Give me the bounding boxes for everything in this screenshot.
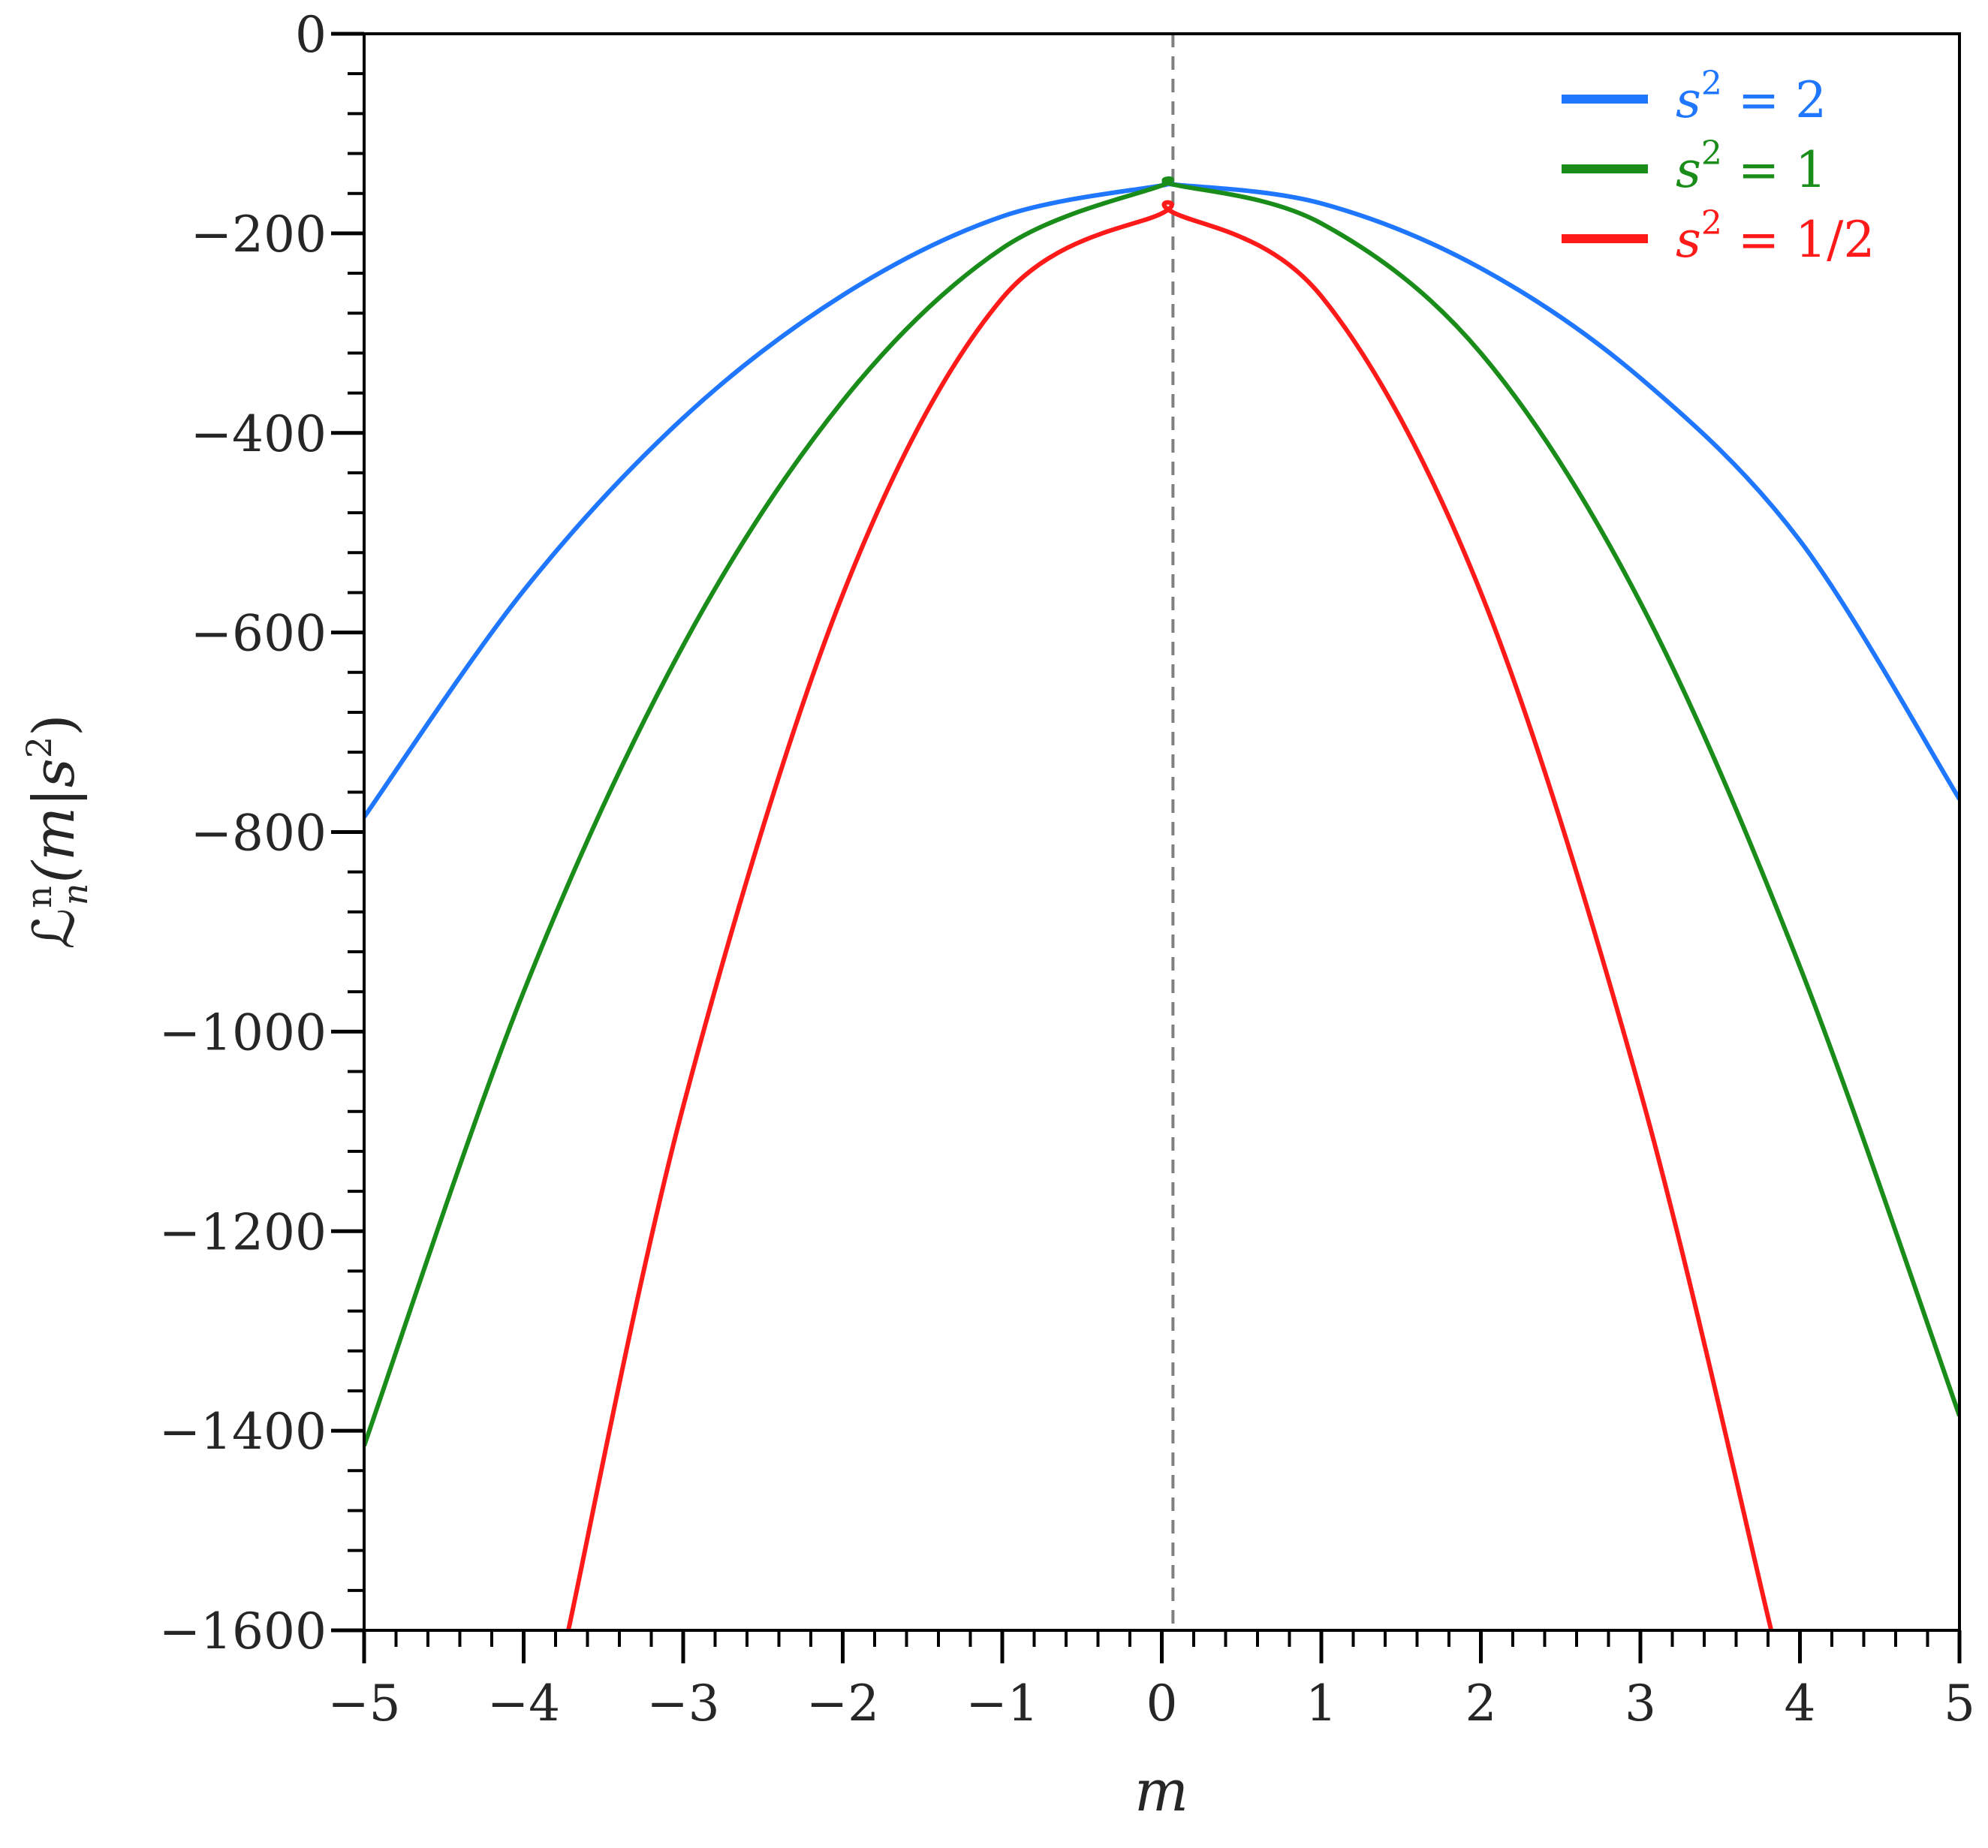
x-tick-label: 3 [1625,1675,1656,1732]
x-tick-label: 2 [1465,1675,1497,1732]
legend: s2 = 2s2 = 1s2 = 1/2 [1562,65,1875,269]
y-tick-label: 0 [295,6,327,64]
x-tick-labels: −5 −4 −3 −2 −1 0 1 2 3 4 5 [327,1675,1975,1732]
y-tick-label: −600 [191,605,327,663]
y-tick-label: −1000 [159,1004,327,1061]
major-ticks [331,32,1962,1663]
y-tick-label: −1600 [159,1603,327,1660]
y-tick-label: −800 [191,805,327,862]
y-axis-title-sub: n [55,883,95,906]
y-tick-labels: 0 −200 −400 −600 −800 −1000 −1200 −1400 −1600 [159,6,327,1660]
legend-label: s2 = 2 [1676,65,1827,129]
plot-frame [363,32,1961,1632]
x-tick-label: 5 [1944,1675,1975,1732]
y-axis-title-arg-sup: 2 [19,736,59,758]
y-tick-label: −1400 [159,1403,327,1461]
y-tick-label: −400 [191,405,327,463]
x-tick-label: −1 [965,1675,1038,1732]
legend-label: s2 = 1/2 [1676,204,1875,269]
y-axis-title-arg: (m|s [20,758,87,883]
legend-label: s2 = 1 [1676,134,1827,199]
y-axis-title: ℒnn(m|s2) [19,714,95,949]
series-layer [364,176,1959,1630]
series-line-1 [364,179,1959,819]
series-line-2 [364,176,1959,1447]
x-tick-label: −3 [646,1675,719,1732]
y-axis-title-sup: n [19,886,59,908]
y-axis-title-close: ) [20,714,87,736]
y-tick-label: −1200 [159,1203,327,1261]
x-tick-label: −5 [327,1675,400,1732]
svg-text:ℒnn(m|s2): ℒnn(m|s2) [19,714,95,949]
x-axis-title: m [1134,1757,1188,1824]
x-tick-label: 4 [1785,1675,1816,1732]
x-tick-label: 0 [1146,1675,1178,1732]
series-line-3 [566,200,1774,1630]
y-axis-title-main: ℒ [20,908,87,950]
x-tick-label: −2 [806,1675,879,1732]
y-tick-label: −200 [191,206,327,263]
x-tick-label: 1 [1306,1675,1337,1732]
x-tick-label: −4 [487,1675,560,1732]
